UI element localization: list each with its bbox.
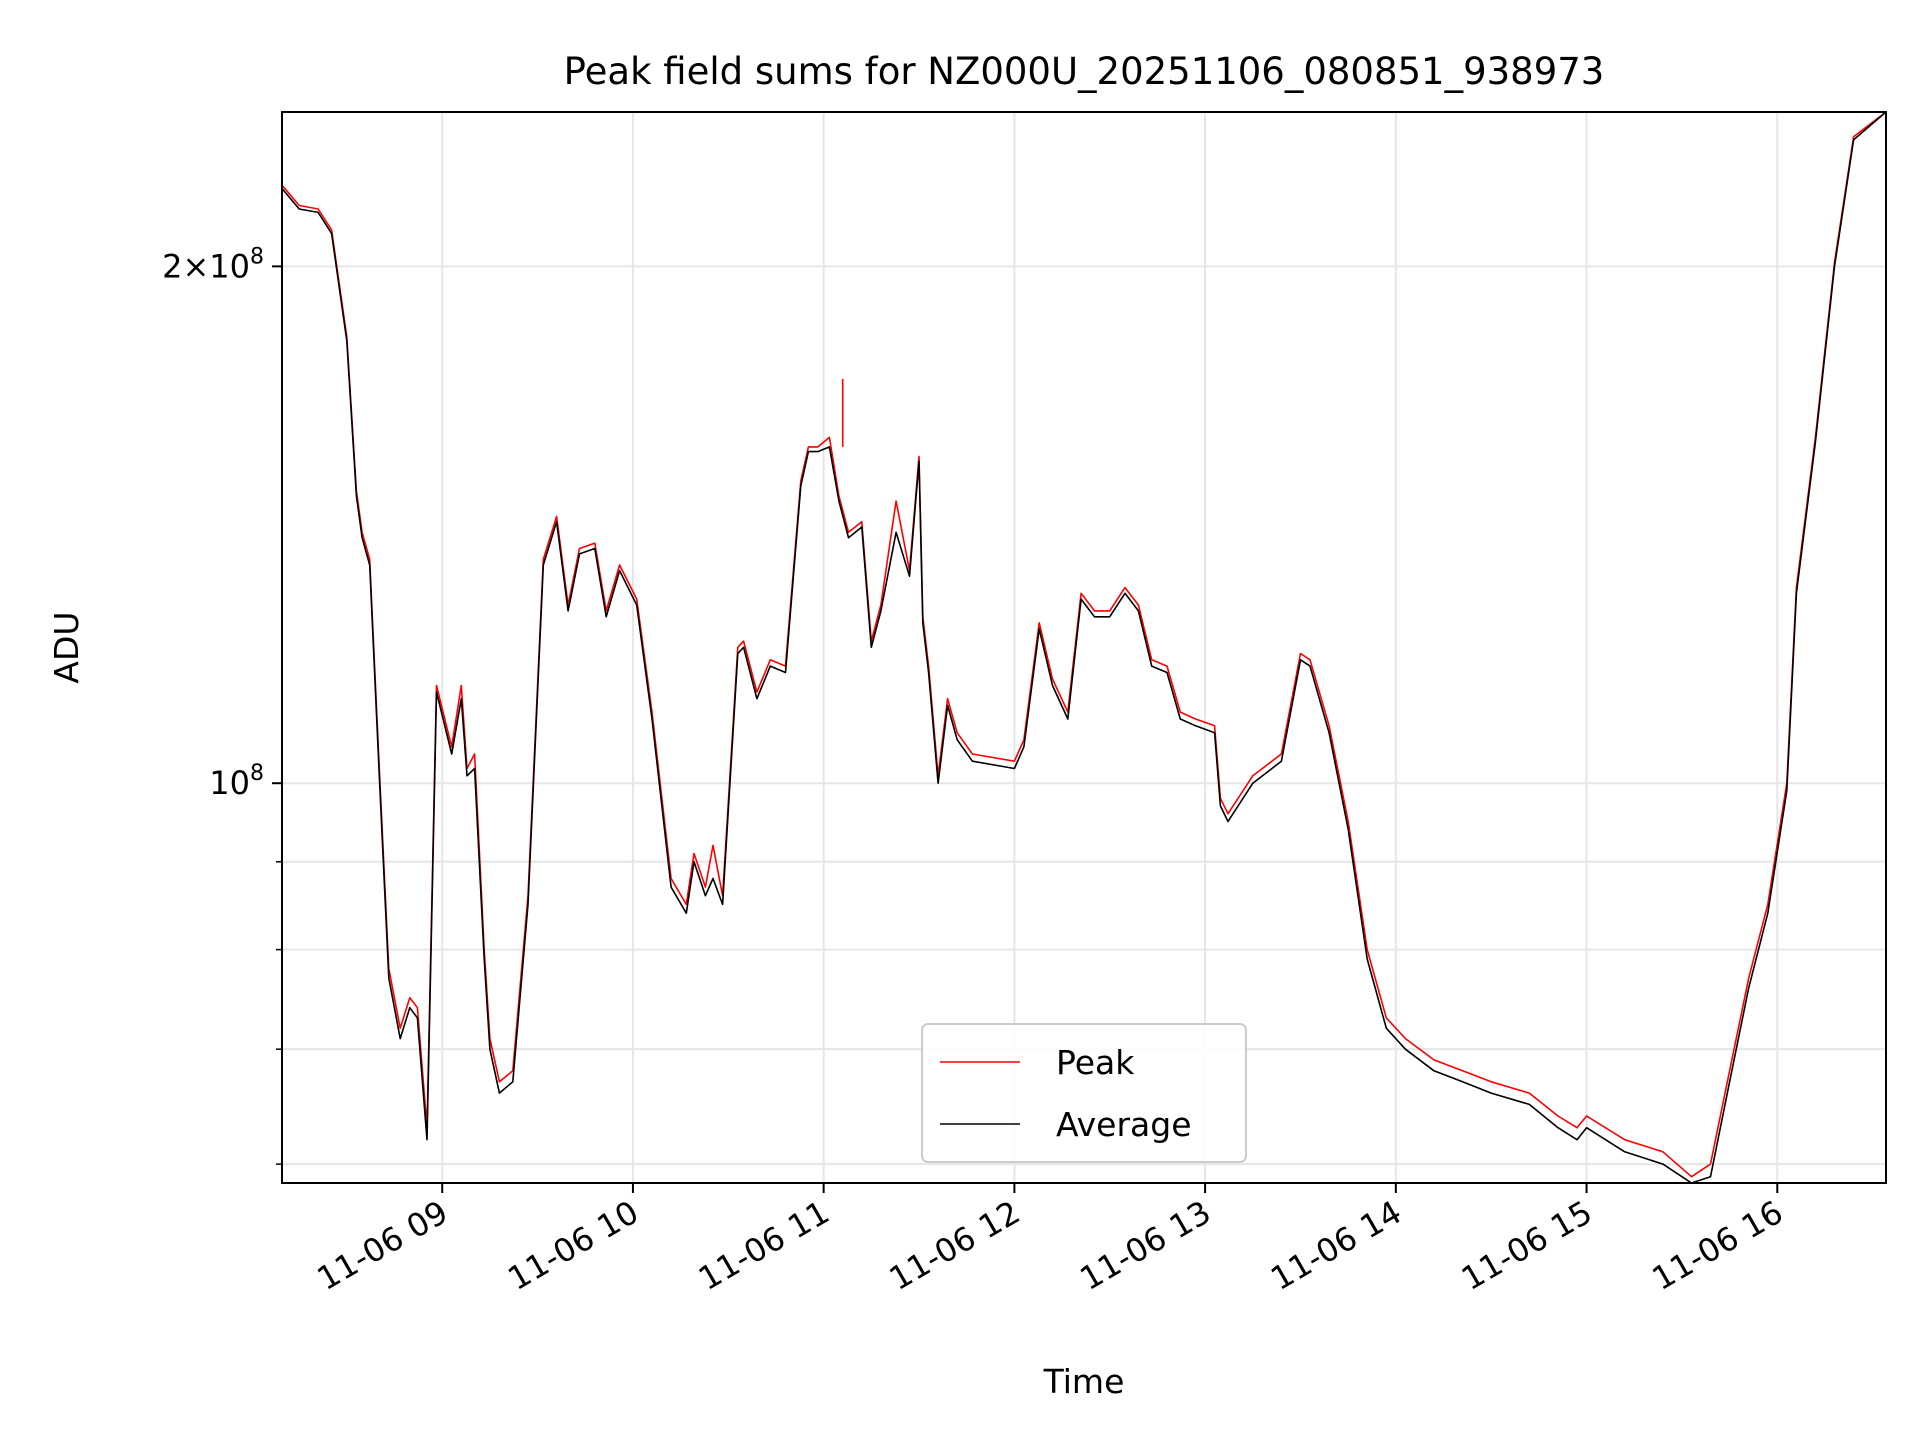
legend-box <box>921 1023 1247 1163</box>
y-tick-label-exponent: 8 <box>250 761 264 786</box>
axes-frame <box>281 111 1887 1184</box>
x-tick-label: 11-06 15 <box>1455 1193 1599 1298</box>
grid-lines <box>282 112 1886 1183</box>
legend-label-peak: Peak <box>1056 1043 1135 1082</box>
x-tick-label: 11-06 12 <box>883 1193 1027 1298</box>
x-tick-label: 11-06 13 <box>1074 1193 1218 1298</box>
x-tick-label: 11-06 10 <box>501 1193 645 1298</box>
series-layer <box>282 112 1886 1183</box>
x-tick-label: 11-06 11 <box>692 1193 836 1298</box>
legend-label-average: Average <box>1056 1105 1192 1144</box>
y-tick-label: 108 <box>209 761 264 802</box>
x-tick-label: 11-06 16 <box>1646 1193 1790 1298</box>
series-line-peak <box>282 112 1886 1178</box>
y-tick-label-exponent: 8 <box>250 244 264 269</box>
chart-title: Peak field sums for NZ000U_20251106_0808… <box>564 50 1605 93</box>
x-tick-label: 11-06 14 <box>1264 1193 1408 1298</box>
y-tick-label: 2×108 <box>162 244 264 285</box>
series-line-average <box>282 112 1886 1183</box>
legend: Peak Average <box>921 1023 1247 1163</box>
x-tick-label: 11-06 09 <box>311 1193 455 1298</box>
y-tick-label-base: 10 <box>209 764 250 802</box>
x-axis-label: Time <box>1043 1362 1125 1401</box>
y-tick-label-base: 2×10 <box>162 247 250 285</box>
y-axis-label: ADU <box>47 611 86 683</box>
